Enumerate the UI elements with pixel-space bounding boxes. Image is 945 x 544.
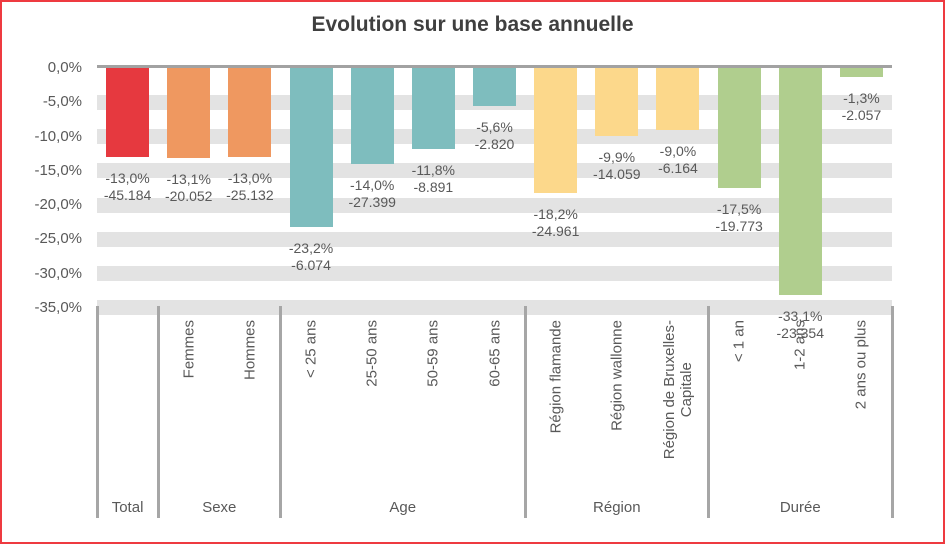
bar	[473, 68, 516, 107]
bar-value-label: -13,0% -45.184	[103, 170, 152, 204]
bar	[778, 68, 822, 295]
zero-axis-line	[97, 65, 892, 68]
category-label: 25-50 ans	[363, 320, 381, 387]
category-label: 50-59 ans	[424, 320, 442, 387]
group-label: Sexe	[202, 499, 237, 516]
category-label: Région wallonne	[608, 320, 626, 431]
bar-value-label: -18,2% -24.961	[531, 205, 580, 239]
y-tick-label: -30,0%	[34, 264, 82, 282]
group-separator	[95, 306, 99, 518]
gridline-stripe	[97, 300, 892, 316]
bar-value-label: -9,9% -14.059	[593, 148, 641, 182]
group-separator	[707, 306, 711, 518]
bar	[534, 68, 578, 193]
y-tick-label: -20,0%	[34, 196, 82, 214]
bar	[167, 68, 211, 158]
group-label: Total	[111, 499, 144, 516]
group-label: Age	[389, 499, 417, 516]
category-label: Hommes	[241, 320, 259, 381]
group-separator	[890, 306, 894, 518]
category-label: Région flamande	[547, 320, 565, 434]
category-label: Région de Bruxelles- Capitale	[660, 320, 695, 460]
group-separator	[278, 306, 282, 518]
bar-value-label: -5,6% -2.820	[474, 119, 515, 153]
bar-value-label: -17,5% -19.773	[715, 200, 763, 234]
bar	[350, 68, 394, 164]
chart-title: Evolution sur une base annuelle	[311, 13, 634, 36]
y-tick-label: 0,0%	[47, 59, 82, 76]
bar-value-label: -23,2% -6.074	[288, 240, 334, 274]
gridline-stripe	[97, 266, 892, 282]
group-label: Durée	[779, 499, 821, 516]
gridline-stripe	[97, 231, 892, 247]
bar-value-label: -33,1% -23.354	[776, 307, 824, 341]
bar	[411, 68, 455, 149]
bar	[656, 68, 700, 130]
bar-value-label: -13,0% -25.132	[226, 170, 274, 204]
bar	[289, 68, 333, 228]
group-separator	[523, 306, 527, 518]
group-separator	[156, 306, 160, 518]
y-tick-label: -15,0%	[34, 161, 82, 179]
bar	[595, 68, 639, 136]
category-label: 60-65 ans	[486, 320, 503, 387]
bar	[228, 68, 272, 158]
y-tick-label: -5,0%	[42, 93, 82, 111]
category-label: < 25 ans	[302, 320, 320, 378]
bar-value-label: -14,0% -27.399	[348, 176, 396, 210]
bar	[839, 68, 883, 77]
bar-value-label: -9,0% -6.164	[658, 142, 698, 176]
y-tick-label: -35,0%	[34, 298, 82, 316]
category-label: Femmes	[180, 320, 198, 379]
bar-value-label: -1,3% -2.057	[841, 89, 882, 123]
bar-value-label: -11,8% -8.891	[411, 161, 455, 195]
y-tick-label: -10,0%	[34, 127, 82, 145]
bar	[106, 68, 150, 158]
bar-value-label: -13,1% -20.052	[164, 170, 213, 204]
group-label: Région	[593, 499, 641, 516]
y-tick-label: -25,0%	[34, 230, 82, 248]
bar	[717, 68, 761, 188]
